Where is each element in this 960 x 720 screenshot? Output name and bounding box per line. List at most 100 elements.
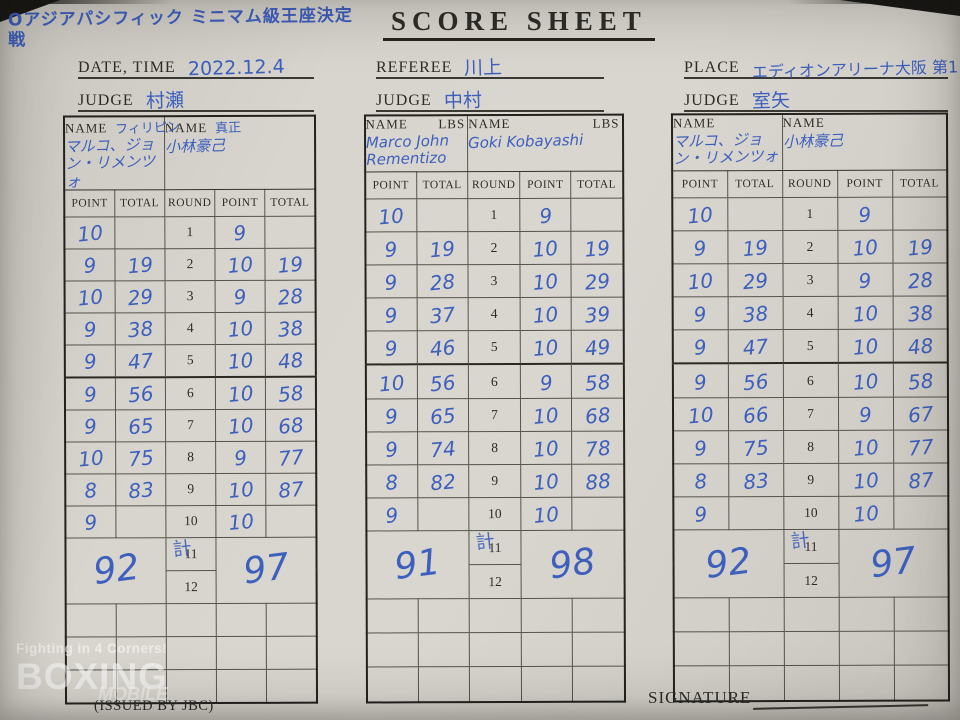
handwritten-score: 10 (532, 302, 560, 329)
score-row: 9 56 6 10 58 (64, 376, 317, 410)
handwritten-score: 58 (276, 380, 305, 408)
handwritten-score: 56 (741, 368, 770, 395)
handwritten-score-cell: 10 (520, 464, 573, 498)
handwritten-score-cell: 9 (214, 216, 266, 249)
handwritten-score-cell: 19 (892, 230, 948, 264)
handwritten-score-cell: 56 (727, 363, 783, 398)
handwritten-score-cell: 10 (519, 231, 572, 265)
handwritten-score: 9 (83, 414, 98, 440)
handwritten-score-cell: 10 (672, 263, 728, 298)
handwritten-score: 9 (857, 202, 873, 228)
handwritten-score-cell (728, 496, 784, 530)
point-header: POINT (519, 171, 572, 199)
round-number-cell: 6 (782, 363, 838, 398)
name-label: NAME (64, 120, 108, 136)
round-number-cell: 1 (164, 216, 216, 249)
handwritten-score-cell (892, 196, 948, 231)
handwritten-score: 78 (583, 435, 612, 462)
round-number-cell: 4 (782, 296, 838, 330)
handwritten-score: 10 (532, 468, 561, 495)
handwritten-score-cell: 38 (892, 296, 948, 330)
handwritten-score-cell: 65 (417, 398, 469, 432)
round-number: 12 (488, 573, 502, 589)
round-number-cell: 3 (468, 264, 520, 298)
handwritten-score: 65 (126, 413, 155, 440)
handwritten-score-cell: 48 (892, 329, 948, 364)
handwritten-score: 29 (741, 268, 769, 295)
handwritten-score-cell: 10 (215, 312, 266, 345)
signature-label: SIGNATURE (648, 688, 752, 707)
handwritten-score: 48 (906, 333, 934, 361)
round-number-cell: 7 (468, 398, 521, 432)
total-kanji: 計 (171, 536, 193, 561)
round-number: 7 (807, 405, 814, 421)
totals-row: 92 計 11 97 (65, 537, 317, 604)
handwritten-score-cell: 9 (365, 298, 417, 332)
round-number: 3 (490, 273, 498, 289)
handwritten-score: 87 (906, 467, 935, 494)
handwritten-score-cell (265, 215, 316, 249)
round-number-cell: 4 (468, 297, 521, 332)
handwritten-score-cell (727, 197, 783, 231)
final-total-right-cell: 97 (838, 528, 949, 598)
handwritten-score-cell: 9 (673, 496, 729, 530)
empty-row (673, 631, 949, 667)
column-header-row: POINT TOTAL ROUND POINT TOTAL (364, 171, 623, 199)
empty-cell (469, 666, 522, 702)
handwritten-score: 10 (852, 467, 880, 494)
place-value: エディオンアリーナ大阪 第1 (751, 57, 959, 82)
handwritten-score: 9 (858, 401, 874, 427)
round-number-cell: 5 (468, 330, 521, 365)
handwritten-score: 19 (583, 235, 611, 262)
handwritten-score-cell: 9 (365, 331, 417, 365)
round-number: 8 (187, 449, 195, 465)
handwritten-score: 28 (906, 267, 934, 294)
empty-cell (417, 598, 470, 634)
handwritten-score-cell: 83 (115, 473, 166, 506)
handwritten-score-cell: 28 (416, 264, 469, 299)
handwritten-score: 10 (852, 500, 880, 527)
judge-field-2: JUDGE 中村 (376, 83, 604, 112)
handwritten-score-cell: 39 (571, 297, 624, 331)
handwritten-score: 19 (276, 251, 304, 279)
handwritten-score: 10 (532, 335, 560, 362)
score-row: 9 10 10 (65, 504, 317, 538)
round-11-cell: 計 11 (165, 537, 217, 571)
handwritten-score: 9 (232, 284, 248, 310)
handwritten-score: 9 (693, 335, 709, 361)
handwritten-score: 38 (276, 315, 305, 343)
handwritten-score-cell: 10 (64, 280, 115, 313)
empty-cell (783, 597, 839, 632)
score-row: 9 56 6 10 58 (672, 362, 948, 398)
score-row: 9 10 10 (365, 496, 624, 531)
handwritten-score: 9 (384, 502, 400, 528)
score-table-judge-1: NAME フィリピン マルコ、ジョン・リメンツォ NAME 真正 小林豪己 (62, 114, 319, 705)
issued-by-jbc: (ISSUED BY JBC) (94, 698, 214, 714)
round-number-cell: 9 (783, 463, 839, 497)
handwritten-score: 9 (82, 253, 98, 279)
handwritten-score-cell: 9 (520, 364, 572, 399)
handwritten-score-cell: 9 (65, 409, 116, 442)
final-total-left-cell: 91 (365, 530, 470, 600)
handwritten-score-cell (416, 198, 469, 232)
handwritten-score-cell: 9 (837, 197, 893, 231)
handwritten-score-cell: 10 (64, 216, 115, 249)
empty-cell (572, 666, 625, 702)
score-row: 9 38 4 10 38 (64, 311, 316, 345)
empty-row (366, 632, 625, 668)
handwritten-score-cell: 9 (65, 505, 116, 538)
round-number: 10 (184, 513, 198, 529)
lbs-label: LBS (438, 116, 466, 132)
score-row: 9 10 10 (673, 495, 949, 530)
handwritten-score-cell: 29 (114, 280, 166, 313)
handwritten-score-cell: 74 (417, 431, 469, 465)
handwritten-score: 10 (76, 220, 104, 247)
name-row: NAME LBS Marco John Rementizo NAME LBS G… (364, 114, 623, 172)
fighter-right-name: 小林豪己 (782, 131, 843, 152)
handwritten-score-cell (266, 504, 317, 538)
handwritten-score: 77 (277, 444, 305, 472)
handwritten-score-cell: 10 (837, 363, 893, 397)
handwritten-score: 8 (83, 478, 99, 504)
column-header-row: POINT TOTAL ROUND POINT TOTAL (672, 169, 948, 198)
date-time-field: DATE, TIME 2022.12.4 (78, 50, 314, 80)
